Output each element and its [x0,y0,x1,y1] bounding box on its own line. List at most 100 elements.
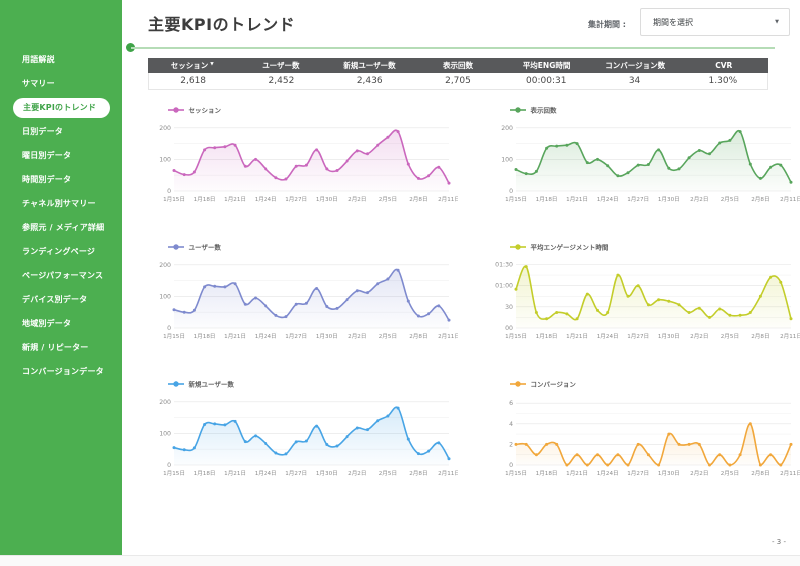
svg-text:2月11日: 2月11日 [780,470,800,477]
svg-text:200: 200 [159,262,171,269]
sidebar-item-4[interactable]: 曜日別データ [22,151,72,160]
kpi-header-cell-3[interactable]: 表示回数 [443,61,474,70]
svg-text:2月2日: 2月2日 [348,470,366,477]
sidebar-nav: 用語解説サマリー主要KPIのトレンド日別データ曜日別データ 時間別データチャネル別… [0,0,122,555]
svg-text:1月15日: 1月15日 [163,333,185,340]
svg-text:1月21日: 1月21日 [224,196,246,203]
svg-text:1月24日: 1月24日 [597,470,619,477]
kpi-value-cell-1: 2,452 [268,76,295,86]
svg-text:1月30日: 1月30日 [316,470,338,477]
svg-text:2月5日: 2月5日 [721,470,739,477]
svg-text:1月24日: 1月24日 [597,333,619,340]
svg-text:2月8日: 2月8日 [409,196,427,203]
kpi-value-cell-3: 2,705 [445,76,471,86]
svg-text:0: 0 [509,188,513,195]
kpi-table-value-row: 2,618 2,452 2,436 2,705 00:00:31 34 1.30% [148,73,768,90]
svg-text:2月8日: 2月8日 [409,333,427,340]
sidebar-item-9[interactable]: ページパフォーマンス [22,271,104,280]
kpi-value-cell-5: 34 [628,76,641,86]
svg-text:2月8日: 2月8日 [409,470,427,477]
svg-text:200: 200 [501,125,513,132]
sort-desc-icon: ▼ [210,62,214,68]
sidebar-item-7[interactable]: 参照元 / メディア詳細 [22,223,105,232]
svg-text:表示回数: 表示回数 [530,105,558,114]
svg-text:1月18日: 1月18日 [536,333,558,340]
svg-text:2: 2 [509,441,513,448]
svg-text:1月21日: 1月21日 [224,333,246,340]
svg-text:2月2日: 2月2日 [690,470,708,477]
svg-text:1月27日: 1月27日 [627,333,649,340]
svg-text:1月15日: 1月15日 [163,196,185,203]
svg-text:2月11日: 2月11日 [780,333,800,340]
kpi-header-cell-0[interactable]: セッション ▼ [170,61,214,70]
page-title: 主要KPIのトレンド [148,15,296,34]
svg-text:200: 200 [159,125,171,132]
svg-text:2月5日: 2月5日 [721,333,739,340]
svg-text:2月5日: 2月5日 [379,196,397,203]
svg-text:100: 100 [159,156,171,163]
svg-text:1月15日: 1月15日 [505,333,527,340]
period-select-value: 期間を選択 [653,17,693,27]
svg-text:2月11日: 2月11日 [438,470,458,477]
chart-legend: セッション [168,106,222,114]
svg-text:2月8日: 2月8日 [751,333,769,340]
svg-text:4: 4 [509,421,513,428]
svg-text:1月24日: 1月24日 [255,470,277,477]
svg-text:1月30日: 1月30日 [658,333,680,340]
svg-text:2月11日: 2月11日 [438,333,458,340]
svg-text:1月24日: 1月24日 [255,333,277,340]
svg-text:2月11日: 2月11日 [438,196,458,203]
chart-legend: 表示回数 [510,105,557,114]
kpi-value-cell-2: 2,436 [356,76,383,86]
svg-text:200: 200 [159,399,171,406]
sidebar-item-11[interactable]: 地域別データ [22,319,72,328]
svg-text:1月24日: 1月24日 [255,196,277,203]
period-label: 集計期間 : [588,20,626,29]
svg-text:2月8日: 2月8日 [751,470,769,477]
sidebar-item-1[interactable]: サマリー [22,79,55,88]
svg-text:100: 100 [159,293,171,300]
kpi-header-cell-4[interactable]: 平均ENG時間 [522,61,571,70]
svg-text:2月2日: 2月2日 [690,333,708,340]
page-bottom-strip [0,555,800,566]
svg-text:0: 0 [167,188,171,195]
chart-views: 表示回数 0 100 200 1月15日 1月18日 1月21日 1月24日 1月27日 1月30… [490,100,800,210]
kpi-value-cell-0: 2,618 [180,76,207,86]
svg-text:6: 6 [509,400,513,407]
chart-conversions: コンバージョン 0 2 4 6 1月15日 1月18日 1月21日 1月24日 1月27日 1月30… [490,374,800,484]
chart-new-users: 新規ユーザー数 0 100 200 1月15日 1月18日 1月21日 1月24日 1月27日 1… [148,374,460,484]
svg-text:2月11日: 2月11日 [780,196,800,203]
chevron-down-icon: ▼ [775,19,779,25]
kpi-header-cell-6[interactable]: CVR [715,61,733,70]
sidebar-item-12[interactable]: 新規 / リピーター [22,343,89,352]
sidebar-item-5[interactable]: 時間別データ [22,175,72,184]
sidebar-item-6[interactable]: チャネル別サマリー [22,199,96,208]
svg-text:1月21日: 1月21日 [566,333,588,340]
svg-text:1月27日: 1月27日 [285,196,307,203]
svg-text:2月8日: 2月8日 [751,196,769,203]
sidebar-item-2[interactable]: 主要KPIのトレンド [13,98,110,118]
sidebar-item-3[interactable]: 日別データ [22,127,63,136]
svg-text:0: 0 [509,462,513,469]
chart-legend: 平均エンゲージメント時間 [510,242,609,251]
svg-text:1月21日: 1月21日 [566,470,588,477]
svg-text:セッション: セッション [189,106,222,114]
sidebar-item-8[interactable]: ランディングページ [22,247,96,256]
sidebar-item-13[interactable]: コンバージョンデータ [22,367,104,376]
sidebar-item-0[interactable]: 用語解説 [22,55,55,64]
kpi-header-cell-5[interactable]: コンバージョン数 [605,61,666,70]
svg-text:2月5日: 2月5日 [721,196,739,203]
sidebar-item-10[interactable]: デバイス別データ [22,295,88,304]
svg-text:1月30日: 1月30日 [658,470,680,477]
page-number: - 3 - [772,538,786,546]
period-select-dropdown[interactable]: 期間を選択 ▼ [640,8,790,36]
chart-legend: 新規ユーザー数 [168,379,234,388]
svg-text:2月2日: 2月2日 [690,196,708,203]
svg-text:0: 0 [167,325,171,332]
kpi-header-cell-1[interactable]: ユーザー数 [262,61,300,70]
kpi-header-cell-2[interactable]: 新規ユーザー数 [343,61,396,70]
chart-sessions: セッション 0 100 200 1月15日 1月18日 1月21日 1月24日 1月27日 1月3… [148,100,460,210]
main-content: 主要KPIのトレンド 集計期間 : 期間を選択 ▼ セッション ▼ ユーザー数 新規ユ… [122,0,800,555]
svg-text:1月27日: 1月27日 [627,470,649,477]
svg-text:2月5日: 2月5日 [379,333,397,340]
